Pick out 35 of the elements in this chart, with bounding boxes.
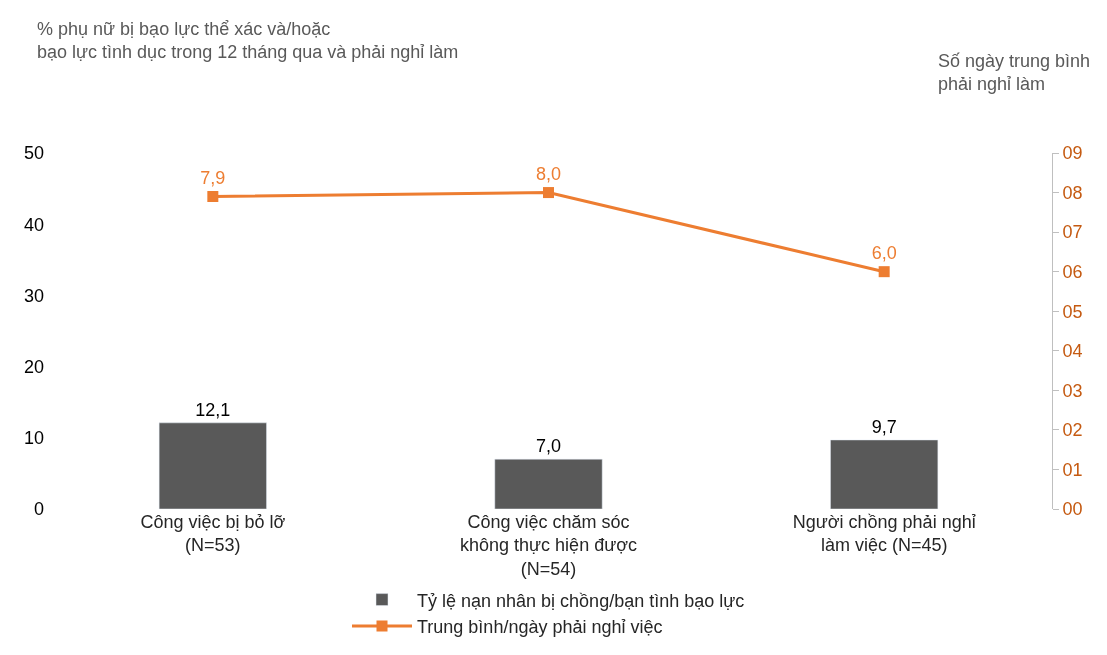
y-tick-label: 20 [23, 356, 44, 377]
y-tick-label: 40 [23, 214, 44, 235]
y2-tick-label: 01 [1062, 459, 1083, 480]
x-tick-label: Công việc bị bỏ lỡ (N=53) [140, 512, 286, 556]
y-tick-label: 0 [33, 499, 44, 520]
data-label: 8,0 [535, 164, 562, 185]
y-tick-label: 50 [23, 143, 44, 164]
data-label: 6,0 [871, 243, 897, 264]
bar [494, 458, 603, 509]
y2-axis-title: Số ngày trung bình phải nghỉ làm [938, 51, 1091, 95]
y-tick-label: 30 [23, 285, 44, 306]
y2-tick-label: 08 [1062, 182, 1083, 203]
x-tick-label: Người chồng phải nghỉ làm việc (N=45) [792, 512, 976, 556]
y-axis-title: % phụ nữ bị bạo lực thể xác và/hoặc bạo lực tình dục trong 12 tháng qua và phải nghỉ làm [37, 19, 459, 63]
bar [830, 439, 939, 509]
y2-tick-label: 03 [1062, 380, 1083, 401]
y2-tick-label: 09 [1062, 143, 1083, 164]
legend-label: Trung bình/ngày phải nghỉ việc [417, 617, 663, 638]
y2-tick-label: 04 [1062, 341, 1083, 362]
bar [158, 422, 267, 509]
data-label: 7,9 [200, 168, 226, 189]
y-tick-label: 10 [23, 428, 44, 449]
y2-tick-label: 02 [1062, 420, 1083, 441]
point [207, 191, 219, 203]
legend-label: Tỷ lệ nạn nhân bị chồng/bạn tình bạo lực [417, 590, 745, 611]
point [543, 187, 554, 199]
data-label: 9,7 [871, 416, 897, 437]
y2-tick-label: 07 [1062, 222, 1083, 243]
point [878, 266, 890, 278]
x-tick-label: Công việc chăm sóc không thực hiện được (N=54) [459, 512, 638, 579]
y2-tick-label: 05 [1062, 301, 1083, 322]
y2-tick-label: 06 [1062, 261, 1083, 282]
data-label: 7,0 [535, 436, 562, 457]
data-label: 12,1 [195, 399, 231, 420]
y2-tick-label: 00 [1062, 499, 1083, 520]
